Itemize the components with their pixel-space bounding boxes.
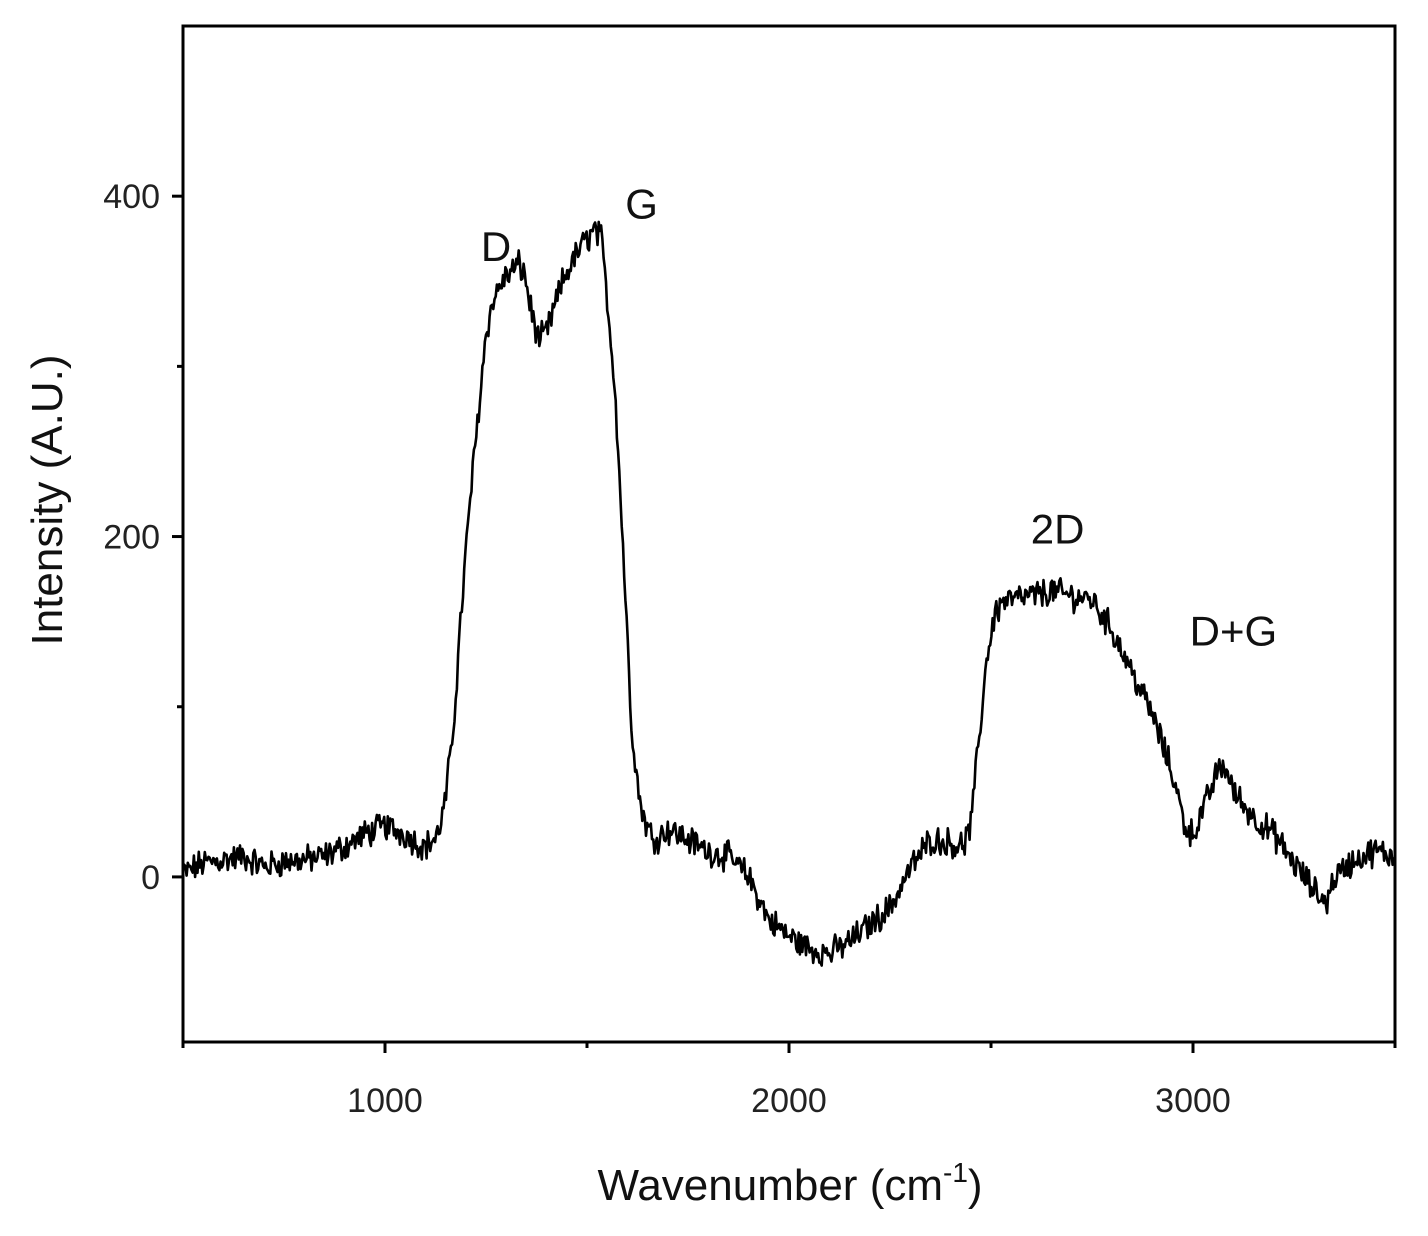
x-tick-label: 1000: [347, 1082, 423, 1120]
plot-frame: [181, 24, 1397, 1044]
x-tick-label: 3000: [1155, 1082, 1231, 1120]
peak-label: G: [625, 180, 658, 227]
peak-label: D: [481, 223, 511, 270]
y-tick-label: 0: [141, 859, 160, 897]
x-axis-title: Wavenumber (cm-1): [597, 1157, 982, 1210]
plot-area-background: [183, 26, 1395, 1042]
x-axis-title-superscript: -1: [943, 1157, 968, 1188]
peak-label: D+G: [1190, 607, 1278, 654]
peak-label: 2D: [1031, 505, 1085, 552]
y-tick-label: 400: [103, 178, 160, 216]
x-axis-title-main: Wavenumber (cm: [597, 1161, 943, 1210]
peak-annotations: D G 2D D+G: [481, 180, 1277, 654]
spectrum-line: [181, 220, 1396, 967]
axis-tick-labels: 1000 2000 3000 0 200 400: [103, 178, 1231, 1120]
y-axis-title: Intensity (A.U.): [23, 355, 72, 646]
x-tick-label: 2000: [751, 1082, 827, 1120]
y-tick-label: 200: [103, 519, 160, 557]
x-axis-title-end: ): [968, 1161, 983, 1210]
